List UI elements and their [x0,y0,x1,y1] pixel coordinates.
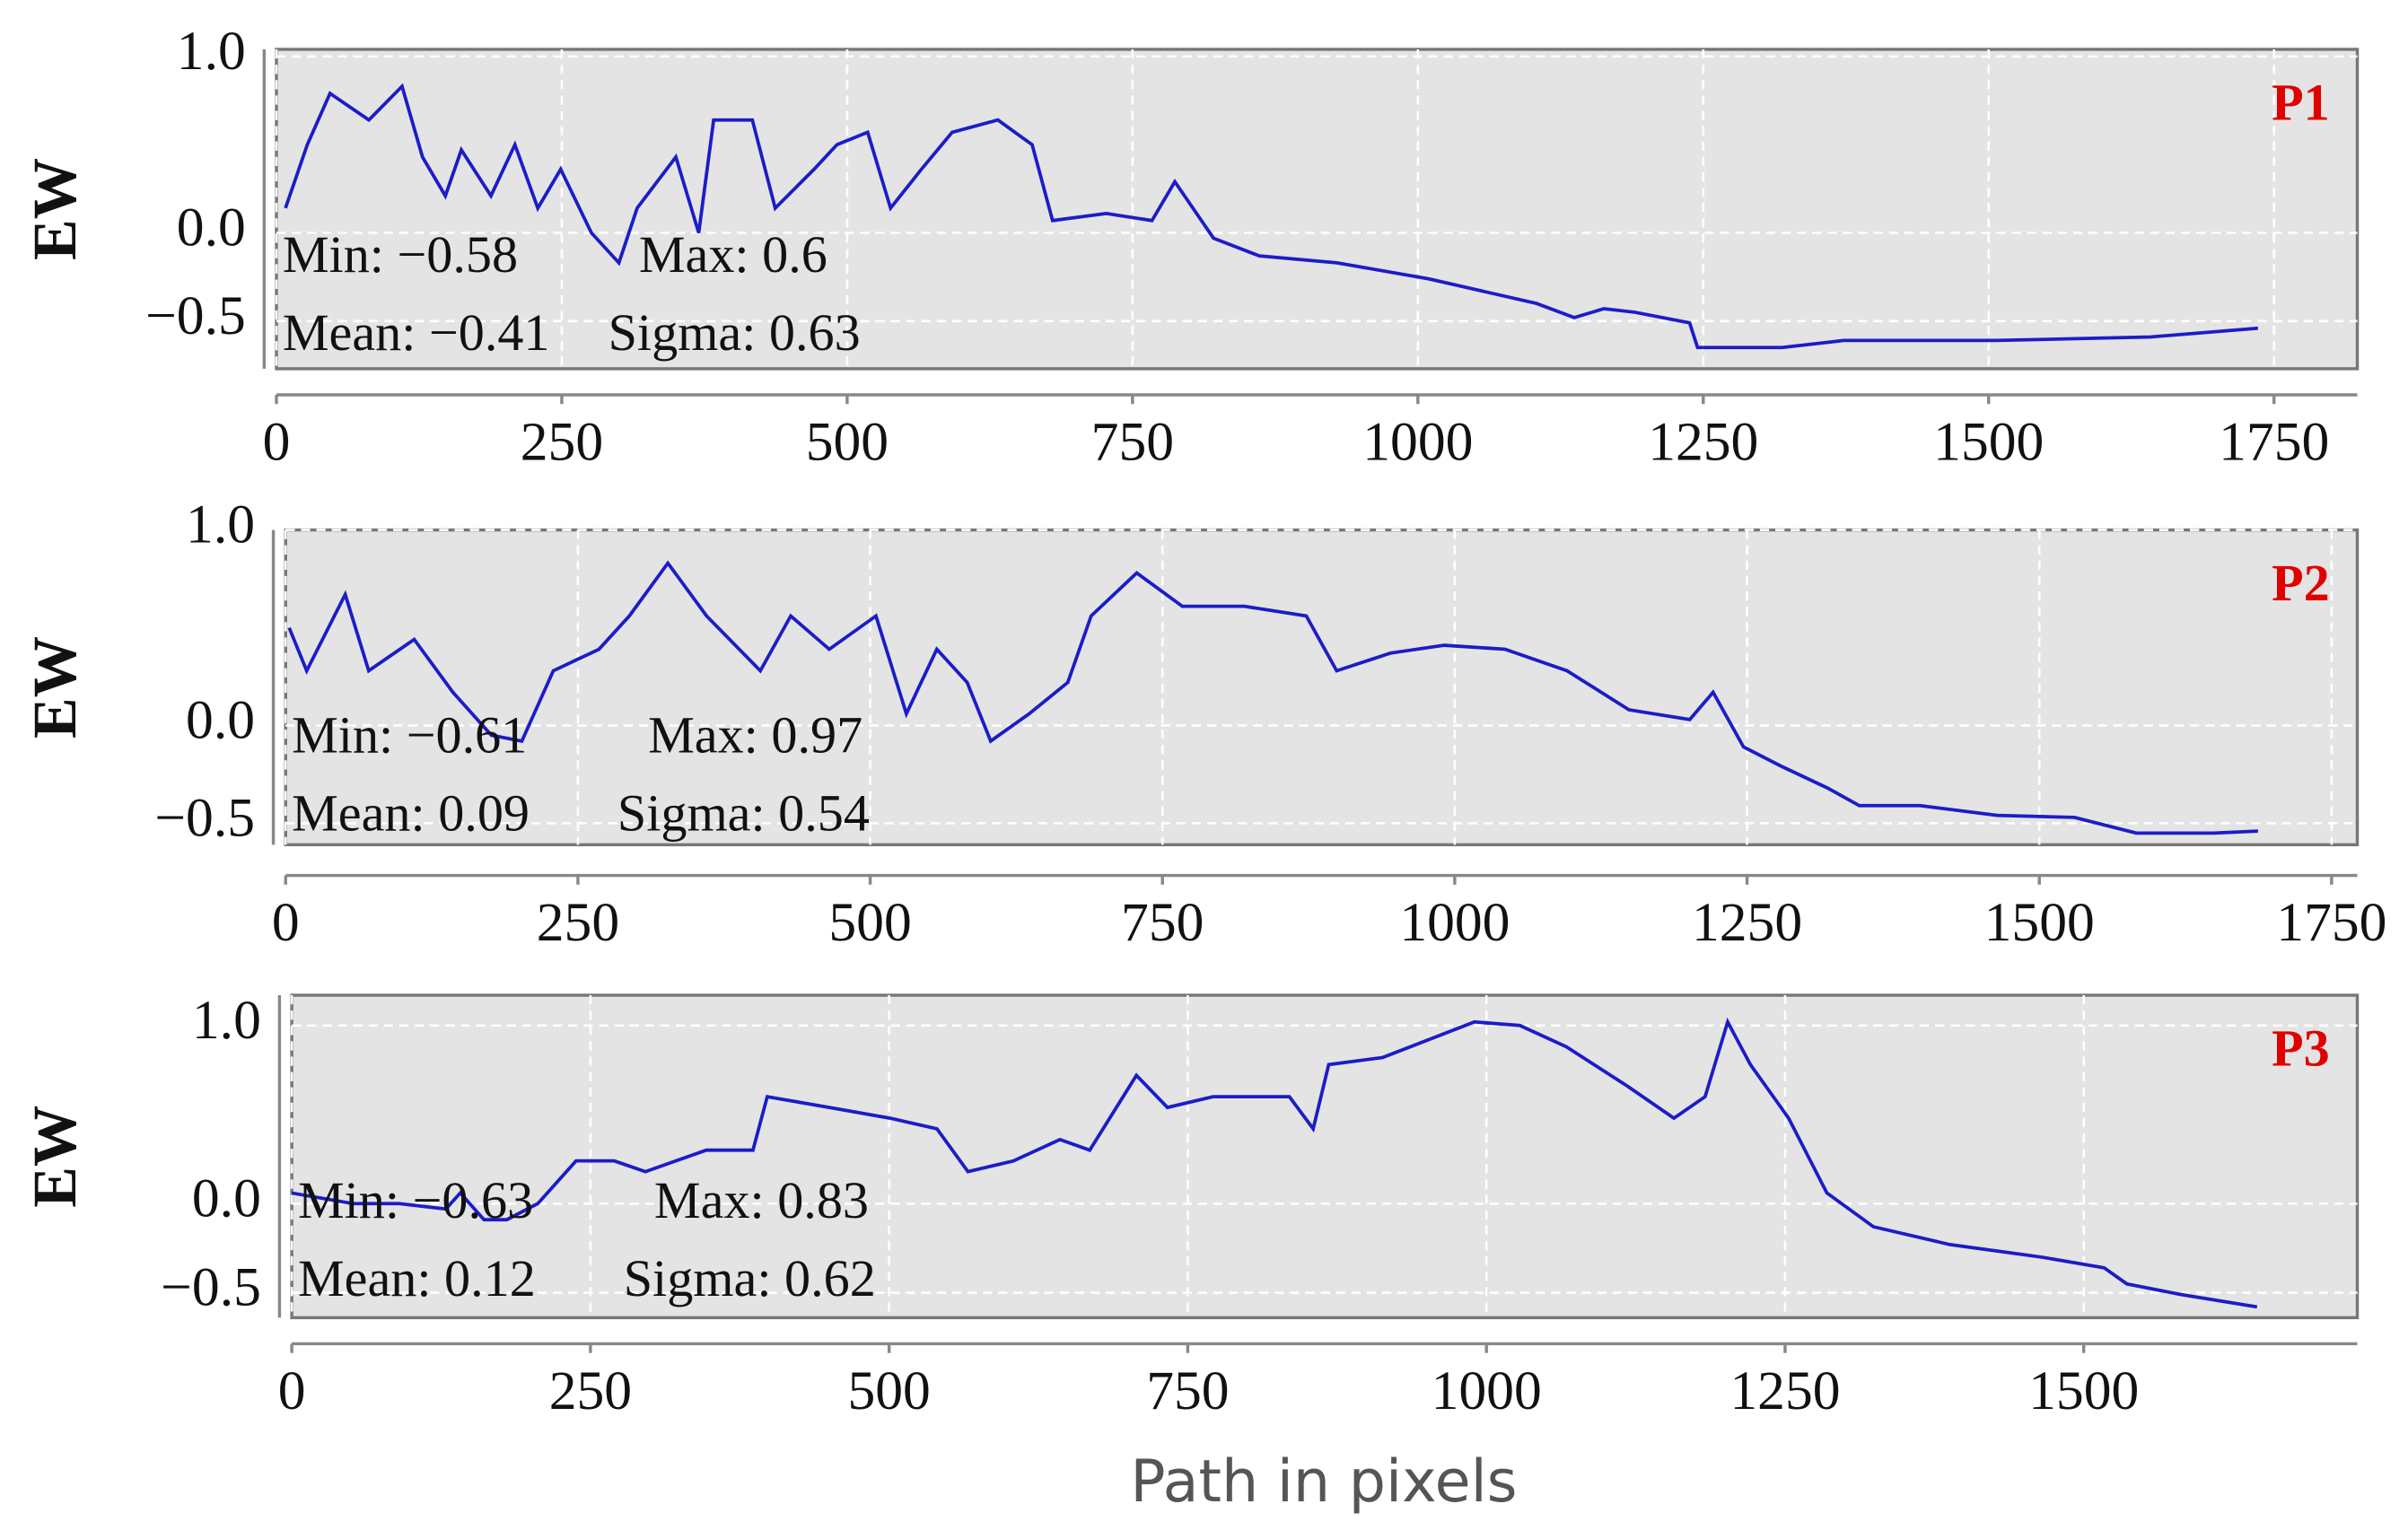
stat-text: Min: −0.63 [298,1171,533,1229]
plot-area [290,993,2360,1320]
plot-area [284,528,2360,847]
x-tick-label: 1250 [1692,892,1802,953]
stat-text: Mean: −0.41 [283,303,550,362]
stat-text: Mean: 0.12 [298,1249,536,1307]
y-tick-label: 0.0 [177,197,246,258]
data-line [291,1017,2258,1309]
y-tick-label: 1.0 [192,990,261,1051]
y-tick-label: 1.0 [186,494,255,555]
x-tick-label: 750 [1121,892,1204,953]
x-tick-label: 0 [263,411,291,472]
y-tick-label: −0.5 [145,285,246,346]
stat-text: Min: −0.61 [292,705,527,764]
x-tick-label: 1250 [1729,1360,1840,1421]
y-axis-label: EW [21,636,89,739]
x-tick-label: 250 [549,1360,632,1421]
x-tick-label: 1500 [1933,411,2044,472]
x-tick-label: 1500 [1984,892,2095,953]
stat-text: Max: 0.6 [639,225,827,284]
x-tick-label: 750 [1146,1360,1229,1421]
y-tick-label: 0.0 [192,1167,261,1229]
y-axis-label: EW [21,158,89,260]
stat-text: Mean: 0.09 [292,784,530,843]
stat-text: Min: −0.58 [283,225,518,284]
data-line [287,560,2258,835]
x-tick-label: 1000 [1362,411,1473,472]
x-tick-label: 1750 [2276,892,2386,953]
y-tick-label: −0.5 [154,788,255,849]
x-tick-label: 0 [278,1360,306,1421]
x-tick-label: 1500 [2028,1360,2139,1421]
y-tick-label: 1.0 [177,21,246,82]
y-axis-label: EW [21,1106,89,1208]
x-tick-label: 1250 [1648,411,1758,472]
stat-text: Sigma: 0.63 [609,303,861,362]
y-tick-label: 0.0 [186,690,255,751]
x-tick-label: 750 [1091,411,1174,472]
x-axis-label: Path in pixels [1130,1448,1517,1516]
x-tick-label: 500 [806,411,889,472]
panel-label: P1 [2272,73,2330,131]
plot-area [275,48,2360,371]
x-tick-label: 500 [847,1360,930,1421]
x-tick-label: 1000 [1432,1360,1542,1421]
x-tick-label: 1000 [1399,892,1510,953]
y-tick-label: −0.5 [161,1257,261,1318]
stat-text: Sigma: 0.54 [617,784,870,843]
stat-text: Max: 0.97 [648,705,863,764]
panel-label: P2 [2272,554,2330,612]
stat-text: Sigma: 0.62 [624,1249,876,1307]
x-tick-label: 0 [272,892,300,953]
data-line [284,83,2258,350]
x-tick-label: 250 [521,411,603,472]
x-tick-label: 500 [828,892,911,953]
x-tick-label: 250 [537,892,619,953]
stat-text: Max: 0.83 [654,1171,869,1229]
panel-label: P3 [2272,1019,2330,1077]
x-tick-label: 1750 [2219,411,2329,472]
